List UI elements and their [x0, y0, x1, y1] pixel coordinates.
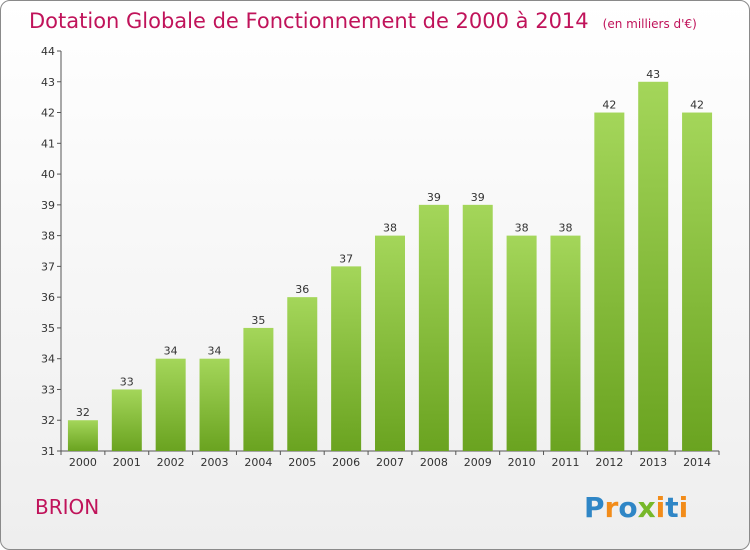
proxiti-logo: Proxiti [584, 491, 688, 524]
y-tick-label: 43 [41, 76, 55, 89]
data-label: 32 [76, 406, 90, 419]
y-tick-label: 44 [41, 45, 55, 58]
y-tick-label: 40 [41, 168, 55, 181]
x-tick-label: 2010 [508, 456, 536, 469]
data-label: 33 [120, 375, 134, 388]
chart-title: Dotation Globale de Fonctionnement de 20… [29, 9, 589, 33]
bar [418, 204, 449, 451]
bar [287, 297, 318, 451]
bar [682, 112, 713, 452]
labels: 32 33 34 34 35 36 37 38 39 39 38 38 42 43 42 [76, 68, 704, 419]
x-tick-label: 2006 [332, 456, 360, 469]
bar [331, 266, 362, 451]
x-tick-label: 2011 [551, 456, 579, 469]
y-tick-label: 42 [41, 107, 55, 120]
bar [506, 235, 537, 451]
data-label: 38 [558, 222, 572, 235]
axes: 31 32 33 34 35 36 37 38 39 40 41 42 43 44 2000 2001 2002… [41, 45, 720, 469]
svg-text:Proxiti: Proxiti [584, 491, 688, 524]
y-tick-label: 35 [41, 322, 55, 335]
data-label: 38 [515, 222, 529, 235]
bar [155, 358, 186, 451]
data-label: 36 [295, 283, 309, 296]
y-tick-label: 31 [41, 445, 55, 458]
x-tick-label: 2000 [69, 456, 97, 469]
x-tick-label: 2001 [113, 456, 141, 469]
y-tick-label: 39 [41, 199, 55, 212]
data-label: 38 [383, 222, 397, 235]
x-tick-label: 2012 [595, 456, 623, 469]
chart-unit-note: (en milliers d'€) [602, 17, 697, 31]
data-label: 43 [646, 68, 660, 81]
data-label: 39 [427, 191, 441, 204]
y-tick-label: 37 [41, 260, 55, 273]
x-tick-label: 2013 [639, 456, 667, 469]
x-tick-label: 2002 [157, 456, 185, 469]
bar [111, 389, 142, 451]
bar [462, 204, 493, 451]
y-tick-label: 32 [41, 414, 55, 427]
data-label: 35 [251, 314, 265, 327]
x-tick-label: 2008 [420, 456, 448, 469]
y-tick-label: 34 [41, 353, 55, 366]
bar [199, 358, 230, 451]
bar [67, 420, 98, 451]
x-tick-label: 2014 [683, 456, 711, 469]
x-tick-label: 2005 [288, 456, 316, 469]
commune-name: BRION [35, 495, 100, 519]
bar [550, 235, 581, 451]
bar [638, 81, 669, 452]
bar [375, 235, 405, 451]
data-label: 39 [471, 191, 485, 204]
chart-title-block: Dotation Globale de Fonctionnement de 20… [29, 9, 697, 33]
x-tick-label: 2009 [464, 456, 492, 469]
data-label: 42 [602, 99, 616, 112]
bar [594, 112, 625, 452]
y-tick-label: 36 [41, 291, 55, 304]
x-tick-label: 2003 [201, 456, 229, 469]
y-tick-label: 41 [41, 137, 55, 150]
y-tick-label: 33 [41, 383, 55, 396]
x-tick-label: 2007 [376, 456, 404, 469]
data-label: 34 [208, 345, 222, 358]
data-label: 37 [339, 252, 353, 265]
y-tick-label: 38 [41, 230, 55, 243]
bar [243, 327, 274, 451]
data-label: 34 [164, 345, 178, 358]
bars [67, 81, 713, 452]
data-label: 42 [690, 99, 704, 112]
x-tick-label: 2004 [244, 456, 272, 469]
